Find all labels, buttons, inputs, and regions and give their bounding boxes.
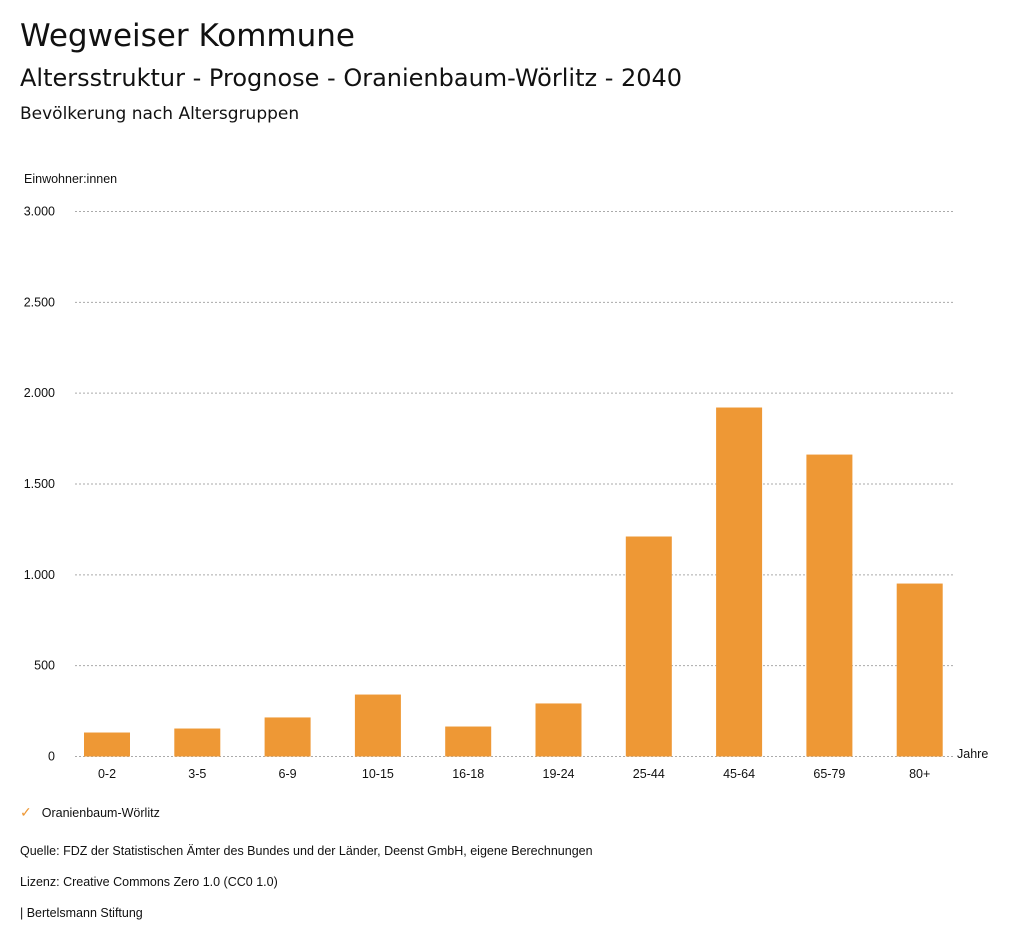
bar-0-2[interactable] <box>84 732 130 757</box>
y-axis-label: Einwohner:innen <box>24 172 118 186</box>
y-tick-label: 1.500 <box>24 477 55 491</box>
bar-10-15[interactable] <box>354 694 401 757</box>
brand-text: | Bertelsmann Stiftung <box>20 906 143 920</box>
bar-25-44[interactable] <box>625 536 672 757</box>
y-tick-label: 500 <box>34 659 55 673</box>
bar-65-79[interactable] <box>806 454 853 757</box>
source-text: Quelle: FDZ der Statistischen Ämter des … <box>20 844 593 858</box>
bar-3-5[interactable] <box>174 728 221 757</box>
y-tick-label: 2.000 <box>24 386 55 400</box>
x-axis-label: Jahre <box>957 747 989 761</box>
legend-label: Oranienbaum-Wörlitz <box>41 805 160 820</box>
section-title: Bevölkerung nach Altersgruppen <box>20 104 300 124</box>
x-tick-label: 16-18 <box>452 767 484 781</box>
x-tick-label: 80+ <box>909 767 930 781</box>
license-text: Lizenz: Creative Commons Zero 1.0 (CC0 1… <box>20 875 278 889</box>
app-title: Wegweiser Kommune <box>20 18 355 54</box>
x-tick-label: 0-2 <box>98 767 116 781</box>
y-tick-label: 0 <box>48 750 55 764</box>
x-tick-label: 65-79 <box>813 767 845 781</box>
x-tick-label: 45-64 <box>723 767 755 781</box>
x-tick-label: 19-24 <box>543 767 575 781</box>
y-tick-label: 1.000 <box>24 568 55 582</box>
bar-16-18[interactable] <box>445 726 492 757</box>
bar-80+[interactable] <box>896 583 943 757</box>
check-icon: ✓ <box>20 804 32 820</box>
bar-19-24[interactable] <box>535 703 582 757</box>
x-tick-label: 6-9 <box>279 767 297 781</box>
y-tick-label: 2.500 <box>24 295 55 309</box>
x-tick-label: 3-5 <box>188 767 206 781</box>
x-tick-label: 25-44 <box>633 767 665 781</box>
page-title: Altersstruktur - Prognose - Oranienbaum-… <box>20 64 683 92</box>
legend-item[interactable]: ✓ Oranienbaum-Wörlitz <box>20 804 160 821</box>
y-tick-label: 3.000 <box>24 205 55 219</box>
bar-6-9[interactable] <box>264 717 311 757</box>
x-tick-label: 10-15 <box>362 767 394 781</box>
bar-45-64[interactable] <box>716 407 763 757</box>
